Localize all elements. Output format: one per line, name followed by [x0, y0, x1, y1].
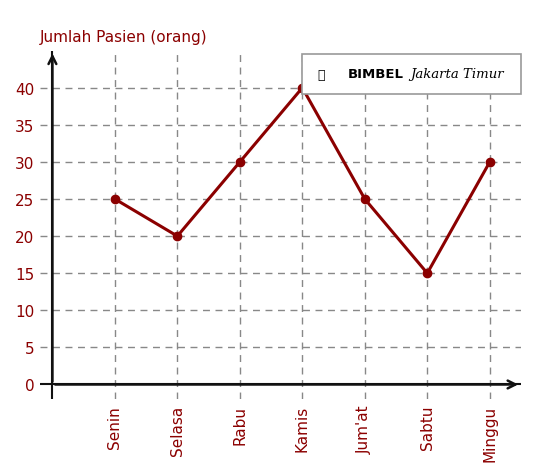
FancyBboxPatch shape — [302, 55, 521, 95]
Text: BIMBEL: BIMBEL — [348, 68, 404, 81]
Text: Jakarta Timur: Jakarta Timur — [411, 68, 504, 81]
Text: 🧑: 🧑 — [317, 69, 325, 81]
Text: Jumlah Pasien (orang): Jumlah Pasien (orang) — [40, 30, 207, 45]
